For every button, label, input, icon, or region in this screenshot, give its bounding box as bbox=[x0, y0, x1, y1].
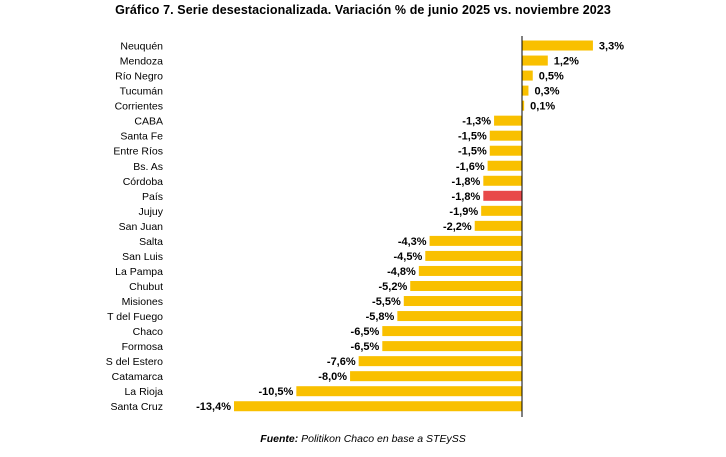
category-label-tucuman: Tucumán bbox=[120, 86, 164, 98]
category-label-santa-fe: Santa Fe bbox=[120, 131, 163, 143]
bar-neuquen bbox=[522, 40, 593, 51]
bars-layer bbox=[234, 40, 593, 412]
value-label-cordoba: -1,8% bbox=[452, 176, 481, 188]
bar-santa-cruz bbox=[234, 401, 522, 412]
bar-mendoza bbox=[522, 55, 548, 66]
category-label-la-rioja: La Rioja bbox=[124, 386, 163, 398]
category-label-corrientes: Corrientes bbox=[115, 101, 163, 113]
bar-la-rioja bbox=[296, 386, 522, 397]
category-label-cordoba: Córdoba bbox=[123, 176, 163, 188]
bar-chubut bbox=[410, 281, 522, 291]
category-label-san-luis: San Luis bbox=[122, 251, 163, 263]
value-label-santa-cruz: -13,4% bbox=[196, 401, 231, 413]
value-label-pais: -1,8% bbox=[452, 191, 481, 203]
value-label-catamarca: -8,0% bbox=[318, 371, 347, 383]
value-label-salta: -4,3% bbox=[398, 236, 427, 248]
category-label-san-juan: San Juan bbox=[119, 221, 164, 233]
category-label-chaco: Chaco bbox=[133, 326, 164, 338]
bar-chaco bbox=[382, 326, 522, 337]
value-label-jujuy: -1,9% bbox=[449, 206, 478, 218]
category-label-formosa: Formosa bbox=[122, 341, 164, 353]
value-label-tucuman: 0,3% bbox=[534, 86, 559, 98]
value-label-neuquen: 3,3% bbox=[599, 41, 624, 53]
bar-tucuman bbox=[522, 85, 529, 96]
category-label-entre-rios: Entre Ríos bbox=[113, 146, 163, 158]
category-label-la-pampa: La Pampa bbox=[115, 266, 163, 278]
bar-t-del-fuego bbox=[397, 311, 522, 322]
value-label-la-rioja: -10,5% bbox=[258, 386, 293, 398]
bar-san-luis bbox=[425, 250, 522, 261]
category-label-bs-as: Bs. As bbox=[133, 161, 163, 173]
bar-entre-rios bbox=[489, 145, 522, 156]
bar-bs-as bbox=[487, 160, 522, 171]
bar-formosa bbox=[382, 341, 522, 352]
bar-misiones bbox=[403, 296, 522, 307]
chart-source: Fuente: Politikon Chaco en base a STEySS bbox=[0, 433, 726, 445]
bar-jujuy bbox=[481, 205, 522, 216]
value-label-santa-fe: -1,5% bbox=[458, 131, 487, 143]
value-label-s-del-estero: -7,6% bbox=[327, 356, 356, 368]
value-label-mendoza: 1,2% bbox=[554, 56, 579, 68]
category-label-caba: CABA bbox=[134, 116, 163, 128]
category-label-mendoza: Mendoza bbox=[120, 56, 163, 68]
category-label-rio-negro: Río Negro bbox=[115, 71, 163, 83]
source-label: Fuente: bbox=[260, 433, 299, 445]
chart-title: Gráfico 7. Serie desestacionalizada. Var… bbox=[115, 3, 611, 17]
value-label-formosa: -6,5% bbox=[351, 341, 380, 353]
value-label-corrientes: 0,1% bbox=[530, 101, 555, 113]
category-label-t-del-fuego: T del Fuego bbox=[107, 311, 163, 323]
value-label-caba: -1,3% bbox=[462, 116, 491, 128]
bar-rio-negro bbox=[522, 70, 533, 81]
value-label-san-juan: -2,2% bbox=[443, 221, 472, 233]
category-label-catamarca: Catamarca bbox=[112, 371, 164, 383]
value-label-t-del-fuego: -5,8% bbox=[366, 311, 395, 323]
bar-salta bbox=[429, 235, 522, 246]
bar-corrientes bbox=[522, 100, 525, 111]
category-label-jujuy: Jujuy bbox=[138, 206, 163, 218]
category-label-pais: País bbox=[142, 191, 163, 203]
value-label-entre-rios: -1,5% bbox=[458, 146, 487, 158]
bar-pais bbox=[483, 190, 522, 201]
source-text: Politikon Chaco en base a STEySS bbox=[298, 433, 466, 445]
bar-san-juan bbox=[474, 220, 522, 231]
bar-santa-fe bbox=[489, 130, 522, 141]
value-label-bs-as: -1,6% bbox=[456, 161, 485, 173]
category-label-neuquen: Neuquén bbox=[120, 41, 163, 53]
value-label-san-luis: -4,5% bbox=[394, 251, 423, 263]
bar-cordoba bbox=[483, 175, 522, 186]
bar-la-pampa bbox=[418, 265, 522, 276]
category-label-s-del-estero: S del Estero bbox=[106, 356, 163, 368]
category-label-chubut: Chubut bbox=[129, 281, 163, 293]
value-label-chubut: -5,2% bbox=[378, 281, 407, 293]
labels-layer: Neuquén 3,3% Mendoza 1,2% Río Negro 0,5% Tucum… bbox=[106, 41, 624, 414]
category-label-santa-cruz: Santa Cruz bbox=[110, 401, 163, 413]
value-label-rio-negro: 0,5% bbox=[539, 71, 564, 83]
value-label-la-pampa: -4,8% bbox=[387, 266, 416, 278]
value-label-chaco: -6,5% bbox=[351, 326, 380, 338]
category-label-salta: Salta bbox=[139, 236, 163, 248]
category-label-misiones: Misiones bbox=[122, 296, 163, 308]
bar-caba bbox=[494, 115, 522, 126]
bar-s-del-estero bbox=[358, 356, 522, 367]
value-label-misiones: -5,5% bbox=[372, 296, 401, 308]
bar-catamarca bbox=[350, 371, 522, 382]
